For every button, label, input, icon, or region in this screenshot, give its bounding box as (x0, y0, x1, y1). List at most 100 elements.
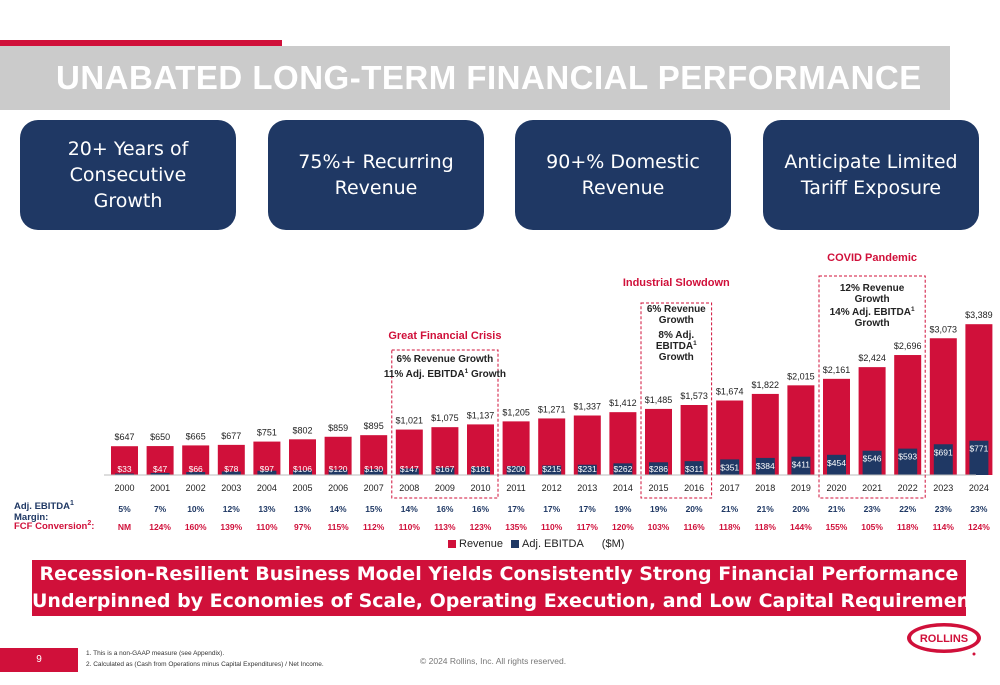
year-label-2002: 2002 (186, 483, 206, 493)
industrial-slowdown-line-1: 6% Revenue (647, 304, 706, 315)
covid-pandemic-line-4: Growth (855, 318, 890, 329)
ebitda-label-2019: $411 (792, 460, 811, 470)
ebitda-label-2004: $97 (260, 464, 274, 474)
year-label-2009: 2009 (435, 483, 455, 493)
ebitda-bar-2006 (328, 469, 348, 475)
covid-pandemic-line-2: Growth (855, 294, 890, 305)
margin-value-2007: 15% (365, 504, 382, 514)
margin-value-2020: 21% (828, 504, 845, 514)
highlight-tariff-exposure: Anticipate Limited Tariff Exposure (763, 120, 979, 230)
ebitda-bar-2001 (150, 472, 170, 475)
footnote-1: 1. This is a non-GAAP measure (see Appen… (86, 650, 225, 657)
highlight-recurring-revenue: 75%+ Recurring Revenue (268, 120, 484, 230)
year-label-2013: 2013 (577, 483, 597, 493)
great-financial-crisis-line-1: 6% Revenue Growth (397, 354, 494, 365)
industrial-slowdown-line-4: EBITDA1 (656, 340, 697, 352)
highlight-domestic-revenue: 90+% Domestic Revenue (515, 120, 731, 230)
year-label-2020: 2020 (826, 483, 846, 493)
fcf-label-sup: 2 (87, 520, 92, 527)
ebitda-bar-2023 (933, 444, 953, 475)
ebitda-bar-2024 (969, 440, 989, 475)
fcf-value-2013: 117% (577, 522, 599, 532)
ebitda-label-2006: $120 (329, 464, 348, 474)
page-number: 9 (36, 654, 42, 665)
margin-value-2009: 16% (436, 504, 453, 514)
copyright: © 2024 Rollins, Inc. All rights reserved… (420, 656, 567, 666)
margin-label-sup: 1 (69, 500, 74, 507)
ebitda-bar-2011 (506, 466, 526, 475)
revenue-label-2018: $1,822 (752, 380, 780, 390)
legend-label-ebitda: Adj. EBITDA (522, 538, 584, 550)
revenue-bar-2006 (324, 436, 352, 475)
year-label-2015: 2015 (648, 483, 668, 493)
ebitda-bar-2021 (862, 450, 882, 475)
ebitda-bar-2019 (791, 456, 811, 475)
revenue-label-2003: $677 (221, 431, 241, 441)
revenue-bar-2000 (111, 446, 138, 475)
ebitda-label-2017: $351 (720, 462, 739, 472)
year-label-2007: 2007 (364, 483, 384, 493)
fcf-value-2011: 135% (505, 522, 527, 532)
ebitda-bar-2010 (471, 466, 490, 475)
revenue-label-2010: $1,137 (467, 410, 495, 420)
top-accent-bar (0, 40, 282, 46)
logo-text: ROLLINS (920, 633, 968, 645)
ebitda-bar-2015 (649, 462, 668, 475)
ebitda-label-2015: $286 (649, 464, 668, 474)
ebitda-bar-2004 (257, 470, 277, 475)
revenue-label-2016: $1,573 (680, 391, 708, 401)
revenue-bar-2008 (395, 429, 423, 475)
margin-value-2011: 17% (508, 504, 525, 514)
year-label-2022: 2022 (898, 483, 918, 493)
margin-value-2019: 20% (792, 504, 809, 514)
fcf-value-2017: 118% (719, 522, 741, 532)
ebitda-bar-2009 (435, 467, 455, 475)
ebitda-label-2018: $384 (756, 461, 775, 471)
ebitda-bar-2014 (613, 463, 633, 475)
revenue-label-2005: $802 (292, 425, 312, 435)
margin-label-text: Adj. EBITDA (14, 501, 70, 513)
fcf-value-2021: 105% (861, 522, 883, 532)
fcf-value-2018: 118% (755, 522, 777, 532)
fcf-value-2000: NM (118, 522, 131, 532)
ebitda-label-2007: $130 (364, 464, 383, 474)
fcf-value-2012: 110% (541, 522, 563, 532)
revenue-bar-2002 (182, 445, 210, 475)
covid-pandemic-line-3: 14% Adj. EBITDA1 (830, 306, 915, 318)
fcf-value-2007: 112% (363, 522, 385, 532)
fcf-value-2008: 110% (399, 522, 421, 532)
margin-value-2002: 10% (187, 504, 204, 514)
ebitda-label-2022: $593 (898, 452, 917, 462)
ebitda-bar-2007 (364, 469, 384, 475)
revenue-label-2009: $1,075 (431, 413, 459, 423)
ebitda-bar-2012 (542, 465, 562, 475)
covid-pandemic-line-1: 12% Revenue (840, 283, 905, 294)
year-label-2008: 2008 (399, 483, 419, 493)
margin-value-2015: 19% (650, 504, 667, 514)
revenue-label-2019: $2,015 (787, 371, 815, 381)
revenue-ebitda-chart: $647 $33 2000 5% NM $650 $47 2001 7% 124% $665 $66 2… (104, 252, 993, 532)
ebitda-label-2005: $106 (293, 464, 312, 474)
revenue-label-2021: $2,424 (858, 353, 886, 363)
industrial-slowdown-line-2: Growth (659, 315, 694, 326)
ebitda-label-2013: $231 (578, 464, 597, 474)
revenue-label-2001: $650 (150, 432, 170, 442)
margin-row-label: Adj. EBITDA1 Margin: (14, 498, 74, 523)
fcf-value-2005: 97% (294, 522, 311, 532)
margin-value-2004: 13% (258, 504, 275, 514)
margin-value-2021: 23% (864, 504, 881, 514)
year-label-2019: 2019 (791, 483, 811, 493)
year-label-2021: 2021 (862, 483, 882, 493)
banner-line-2: Underpinned by Economies of Scale, Opera… (32, 590, 991, 612)
ebitda-label-2002: $66 (189, 464, 203, 474)
unit-label: ($M) (601, 538, 625, 550)
ebitda-label-2000: $33 (117, 464, 131, 474)
revenue-bar-2011 (502, 421, 530, 475)
margin-value-2014: 19% (614, 504, 631, 514)
year-label-2011: 2011 (506, 483, 525, 493)
revenue-label-2014: $1,412 (609, 398, 637, 408)
great-financial-crisis-box (391, 349, 499, 499)
ebitda-bar-2003 (221, 471, 241, 475)
fcf-value-2006: 115% (327, 522, 349, 532)
ebitda-label-2003: $78 (224, 464, 238, 474)
